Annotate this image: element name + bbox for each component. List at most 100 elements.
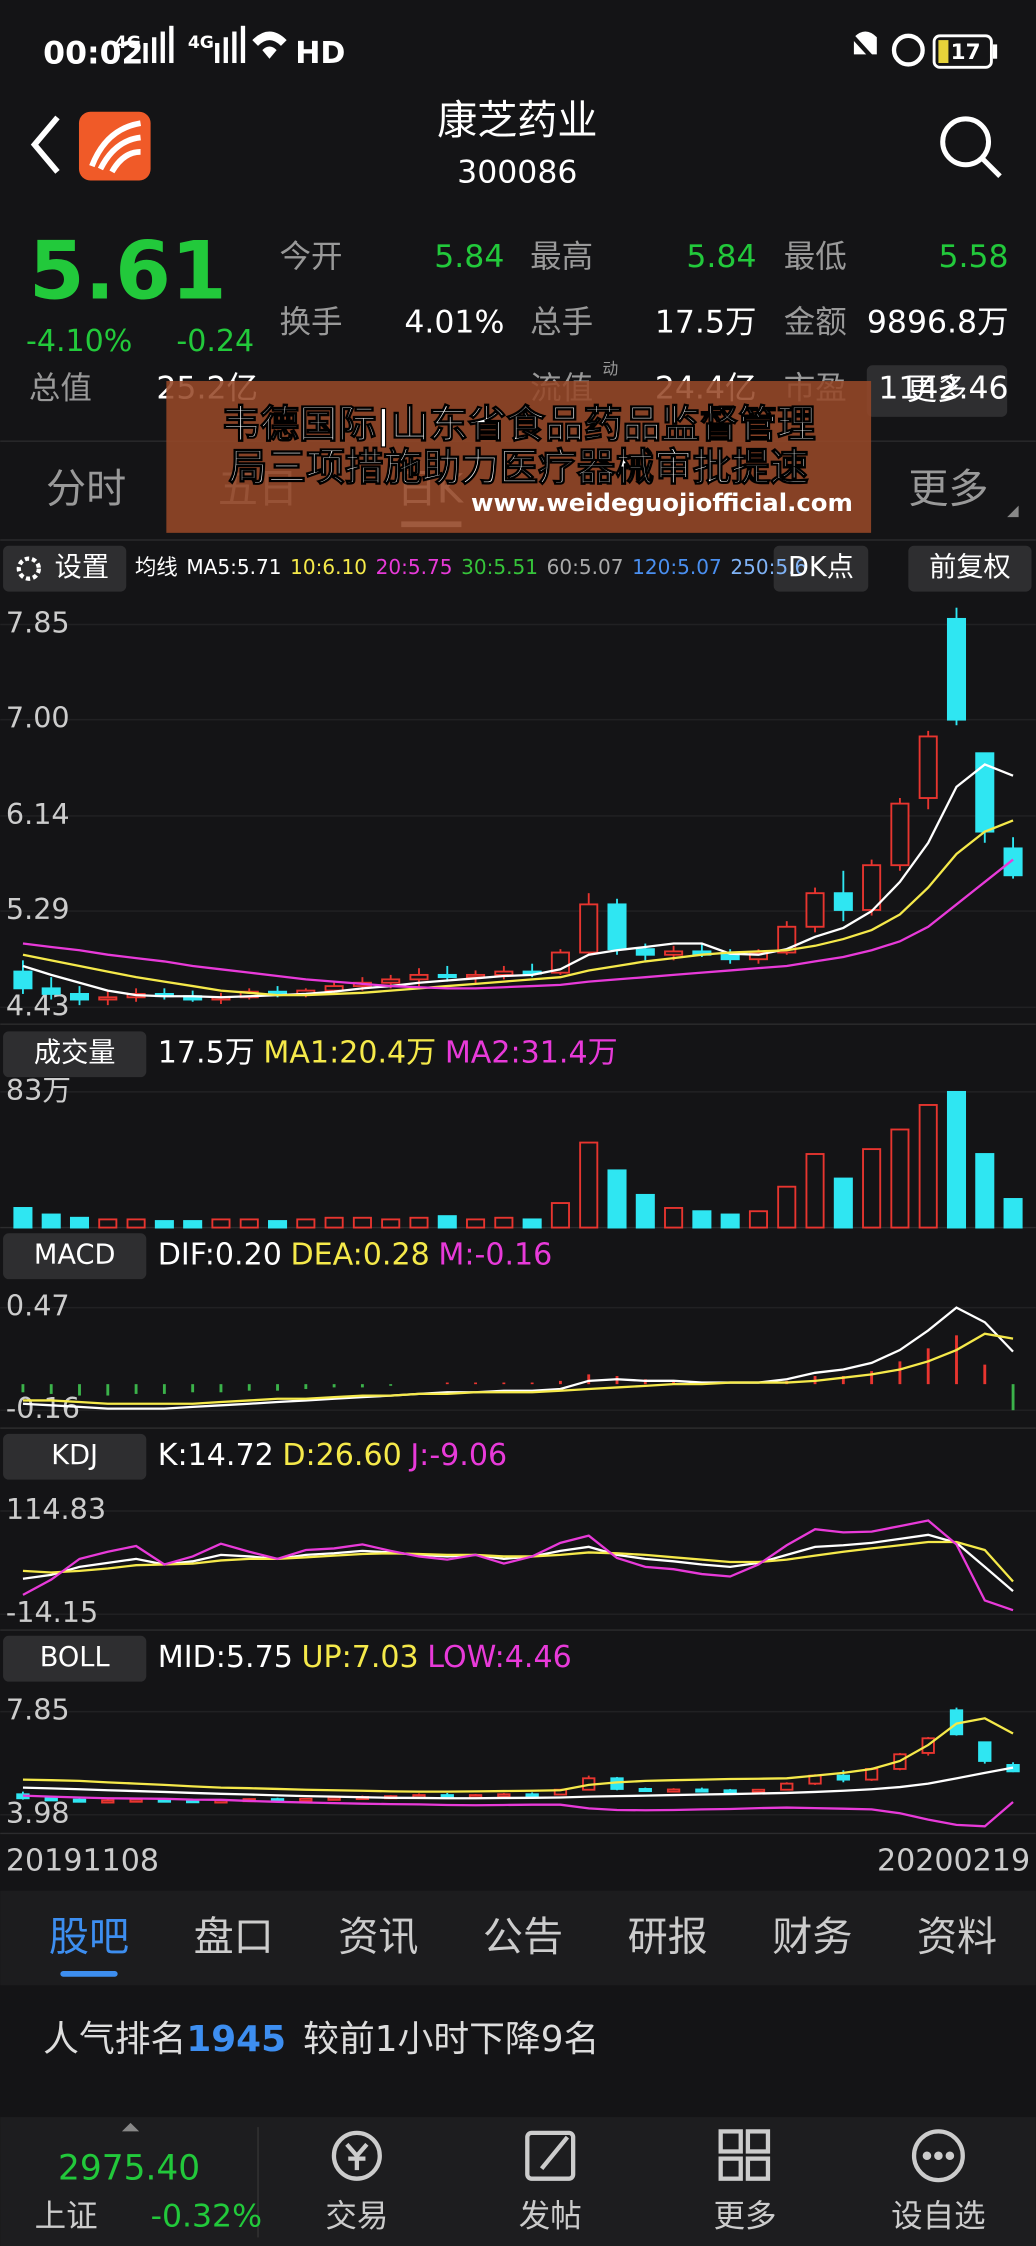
- volume-bar: [183, 1220, 203, 1229]
- x-tick-label: 20191108: [6, 1844, 159, 1879]
- candle-body: [44, 1797, 58, 1802]
- candle-body: [780, 1782, 794, 1791]
- indicator-button-label[interactable]: KDJ: [51, 1440, 98, 1471]
- y-tick-label: 7.85: [6, 1693, 70, 1727]
- indicator-line: [22, 1533, 1014, 1592]
- dk-button-label[interactable]: DK点: [788, 552, 854, 583]
- content-tab[interactable]: 财务: [772, 1914, 852, 1960]
- quote-value: 9896.8万: [867, 305, 1009, 341]
- candle-body: [299, 1797, 313, 1802]
- ma-value: 60:5.07: [547, 555, 624, 579]
- volume-bar: [579, 1141, 599, 1229]
- search-button[interactable]: [940, 116, 1002, 178]
- candle-body: [638, 1788, 652, 1793]
- y-tick-label: 83万: [6, 1073, 71, 1107]
- battery-level: 17: [951, 40, 981, 65]
- candle-body: [607, 903, 627, 951]
- quote-value: 5.84: [686, 239, 756, 275]
- settings-button[interactable]: [3, 545, 127, 592]
- volume-bar: [126, 1218, 146, 1229]
- index-value: 2975.40: [58, 2149, 200, 2189]
- candle-body: [13, 970, 33, 990]
- candle-body: [833, 892, 853, 911]
- candle-body: [101, 1799, 115, 1804]
- nav-item[interactable]: 更多: [714, 2198, 777, 2234]
- period-tab[interactable]: 更多: [908, 466, 988, 512]
- indicator-line: [22, 1306, 1014, 1410]
- nav-item[interactable]: 交易: [325, 2198, 388, 2234]
- volume-bar: [946, 1090, 967, 1229]
- dk-button[interactable]: [773, 545, 869, 592]
- ma-value: 250:5.6: [730, 555, 807, 579]
- quote-label: 总值: [29, 371, 92, 407]
- bottom-nav-bar: [0, 2117, 1036, 2246]
- candle-body: [72, 1798, 87, 1803]
- period-tab[interactable]: 分时: [46, 466, 126, 512]
- adjust-button[interactable]: [908, 545, 1032, 592]
- indicator-button[interactable]: [3, 1635, 147, 1682]
- banner-line: 韦德国际|山东省食品药品监督管理: [222, 402, 816, 447]
- indicator-button[interactable]: [3, 1233, 147, 1280]
- volume-bar: [635, 1193, 655, 1229]
- content-tab[interactable]: 资料: [917, 1914, 997, 1960]
- index-name: 上证: [35, 2198, 98, 2234]
- gear-icon: [16, 556, 42, 581]
- volume-bar: [466, 1218, 486, 1229]
- indicator-button-label[interactable]: MACD: [34, 1240, 116, 1271]
- nav-item[interactable]: 发帖: [519, 2198, 582, 2234]
- content-tab-bar: [0, 1890, 1036, 1986]
- quote-label: 最高: [530, 239, 593, 275]
- y-tick-label: 0.47: [6, 1289, 70, 1323]
- quote-badge: 动: [603, 359, 619, 378]
- candle-body: [129, 1798, 143, 1803]
- volume-bar: [664, 1207, 684, 1229]
- status-icons: [143, 25, 998, 69]
- indicator-legend: DIF:0.20: [158, 1238, 282, 1273]
- candle-body: [805, 892, 825, 928]
- quote-label: 总手: [530, 305, 593, 341]
- candle-body: [327, 1796, 341, 1801]
- volume-bar: [862, 1148, 882, 1229]
- more-button-label[interactable]: 更多: [907, 373, 967, 408]
- indicator-legend: UP:7.03: [301, 1640, 418, 1675]
- content-tab[interactable]: 股吧: [49, 1914, 129, 1960]
- candle-body: [918, 735, 938, 799]
- content-tab[interactable]: 盘口: [194, 1914, 274, 1960]
- content-tab[interactable]: 研报: [628, 1914, 708, 1960]
- indicator-legend: J:-9.06: [408, 1438, 507, 1473]
- volume-bar: [239, 1218, 259, 1229]
- candle-body: [862, 864, 882, 911]
- volume-bar: [494, 1216, 514, 1229]
- banner-background: [166, 381, 872, 533]
- quote-value: 17.5万: [655, 305, 757, 341]
- volume-bar: [720, 1213, 740, 1229]
- settings-label[interactable]: 设置: [55, 552, 109, 583]
- volume-bar: [692, 1210, 712, 1229]
- candle-body: [497, 1793, 511, 1798]
- y-tick-label: 5.29: [6, 892, 70, 926]
- content-tab[interactable]: 资讯: [338, 1914, 418, 1960]
- volume-bar: [69, 1216, 90, 1229]
- content-tab[interactable]: 公告: [483, 1914, 563, 1960]
- candle-body: [409, 973, 429, 981]
- popularity-rank: 1945: [186, 2019, 286, 2060]
- indicator-button-label[interactable]: 成交量: [34, 1038, 116, 1069]
- back-button[interactable]: [30, 115, 60, 174]
- indicator-line: [22, 1540, 1014, 1583]
- indicator-button-label[interactable]: BOLL: [40, 1642, 111, 1673]
- popularity-note: 较前1小时下降9名: [303, 2019, 599, 2060]
- indicator-legend: MA1:20.4万: [263, 1036, 436, 1071]
- candle-body: [525, 1793, 539, 1798]
- candle-body: [836, 1774, 850, 1781]
- volume-bar: [296, 1218, 316, 1229]
- candle-body: [268, 990, 288, 995]
- indicator-button[interactable]: [3, 1433, 147, 1480]
- candle-body: [723, 1789, 737, 1794]
- adjust-button-label[interactable]: 前复权: [929, 552, 1011, 583]
- indicator-button[interactable]: [3, 1031, 147, 1078]
- ma-value: 30:5.51: [461, 555, 538, 579]
- more-button[interactable]: [866, 365, 1008, 417]
- nav-item[interactable]: 设自选: [891, 2198, 986, 2234]
- hd-label: HD: [295, 36, 345, 71]
